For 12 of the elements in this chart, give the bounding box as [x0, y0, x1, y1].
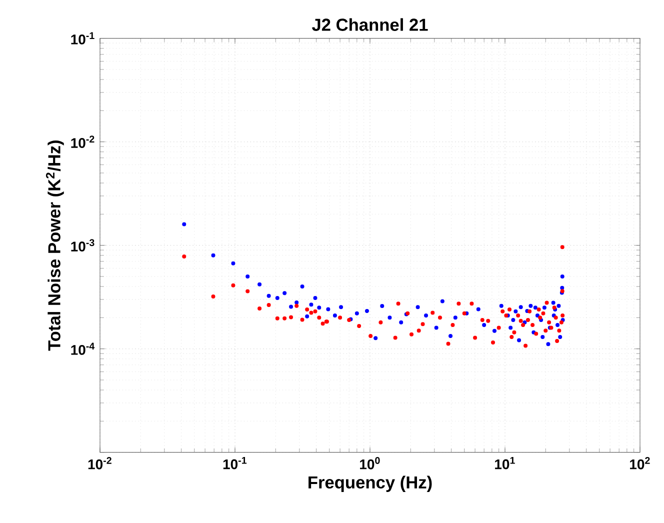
y-tick-label: 10$^{-3}$: [71, 239, 94, 252]
x-tick-label: 10$^{1}$: [495, 457, 515, 470]
y-tick-label: 10$^{-4}$: [71, 342, 95, 355]
chart-title: J2 Channel 21: [312, 18, 428, 31]
y-tick-label: 10$^{-1}$: [71, 32, 94, 44]
y-tick-label: 10$^{-2}$: [71, 136, 94, 148]
x-tick-label: 10$^{0}$: [360, 457, 380, 470]
y-axis-title: Total Noise Power (K$^{2}$/Hz): [46, 140, 64, 351]
x-tick-label: 10$^{-2}$: [88, 457, 112, 470]
x-tick-label: 10$^{-1}$: [223, 457, 247, 470]
x-axis-title: Frequency (Hz): [308, 476, 432, 492]
x-tick-label: 10$^{2}$: [630, 457, 650, 470]
